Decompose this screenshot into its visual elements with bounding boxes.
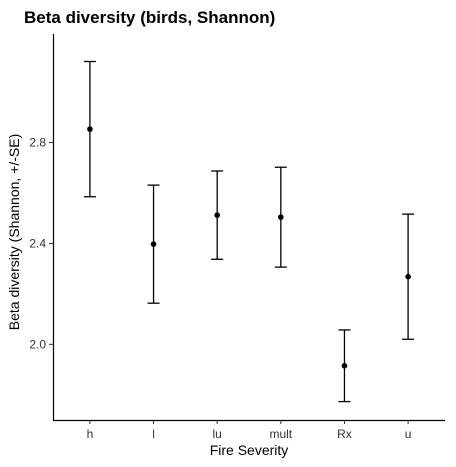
y-tick-label: 2.4	[29, 236, 46, 250]
y-tick-label: 2.0	[29, 337, 46, 351]
x-ticks: h l lu mult Rx u	[87, 420, 412, 441]
data-marks	[84, 61, 414, 401]
data-point-h	[87, 126, 93, 132]
y-axis-label: Beta diversity (Shannon, +/-SE)	[6, 134, 22, 331]
x-axis-label: Fire Severity	[210, 442, 289, 458]
y-ticks: 2.0 2.4 2.8	[29, 135, 53, 351]
x-tick-label: u	[405, 427, 412, 441]
x-tick-label: h	[87, 427, 94, 441]
data-point-lu	[214, 212, 220, 218]
y-tick-label: 2.8	[29, 135, 46, 149]
data-point-Rx	[342, 363, 348, 369]
x-tick-label: lu	[213, 427, 222, 441]
data-point-u	[405, 274, 411, 280]
x-tick-label: Rx	[337, 427, 352, 441]
chart-title: Beta diversity (birds, Shannon)	[24, 8, 275, 27]
x-tick-label: l	[152, 427, 155, 441]
data-point-l	[151, 241, 157, 247]
x-tick-label: mult	[269, 427, 292, 441]
axes	[53, 34, 445, 421]
data-point-mult	[278, 214, 284, 220]
